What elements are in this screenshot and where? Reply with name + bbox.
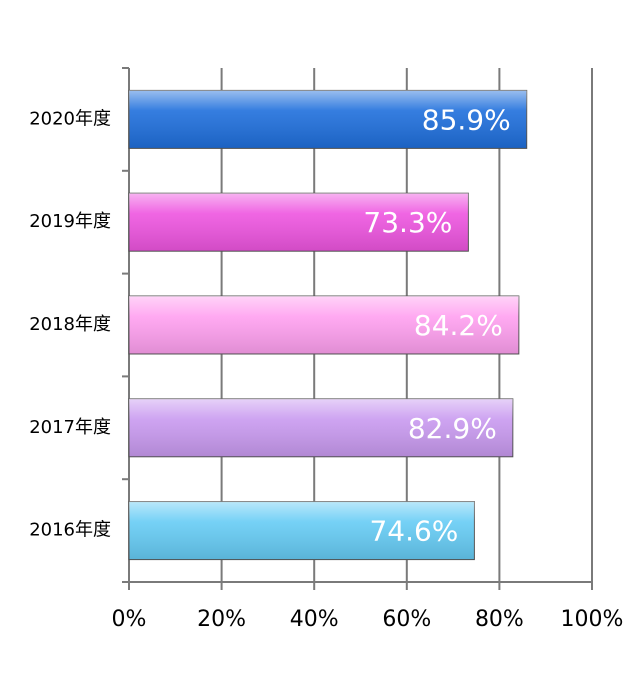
x-tick-label: 20% — [197, 607, 246, 632]
y-tick-label: 2020年度 — [29, 108, 111, 129]
x-tick-label: 0% — [112, 607, 147, 632]
value-label: 85.9% — [422, 103, 511, 136]
value-label: 82.9% — [408, 412, 497, 445]
x-tick-label: 40% — [290, 607, 339, 632]
y-tick-label: 2016年度 — [29, 520, 111, 541]
value-label: 74.6% — [369, 515, 458, 548]
x-tick-label: 80% — [475, 607, 524, 632]
y-tick-label: 2018年度 — [29, 314, 111, 335]
y-tick-label: 2017年度 — [29, 417, 111, 438]
value-label: 84.2% — [414, 309, 503, 342]
x-tick-label: 100% — [561, 607, 624, 632]
x-tick-label: 60% — [382, 607, 431, 632]
y-tick-label: 2019年度 — [29, 211, 111, 232]
value-label: 73.3% — [363, 206, 452, 239]
